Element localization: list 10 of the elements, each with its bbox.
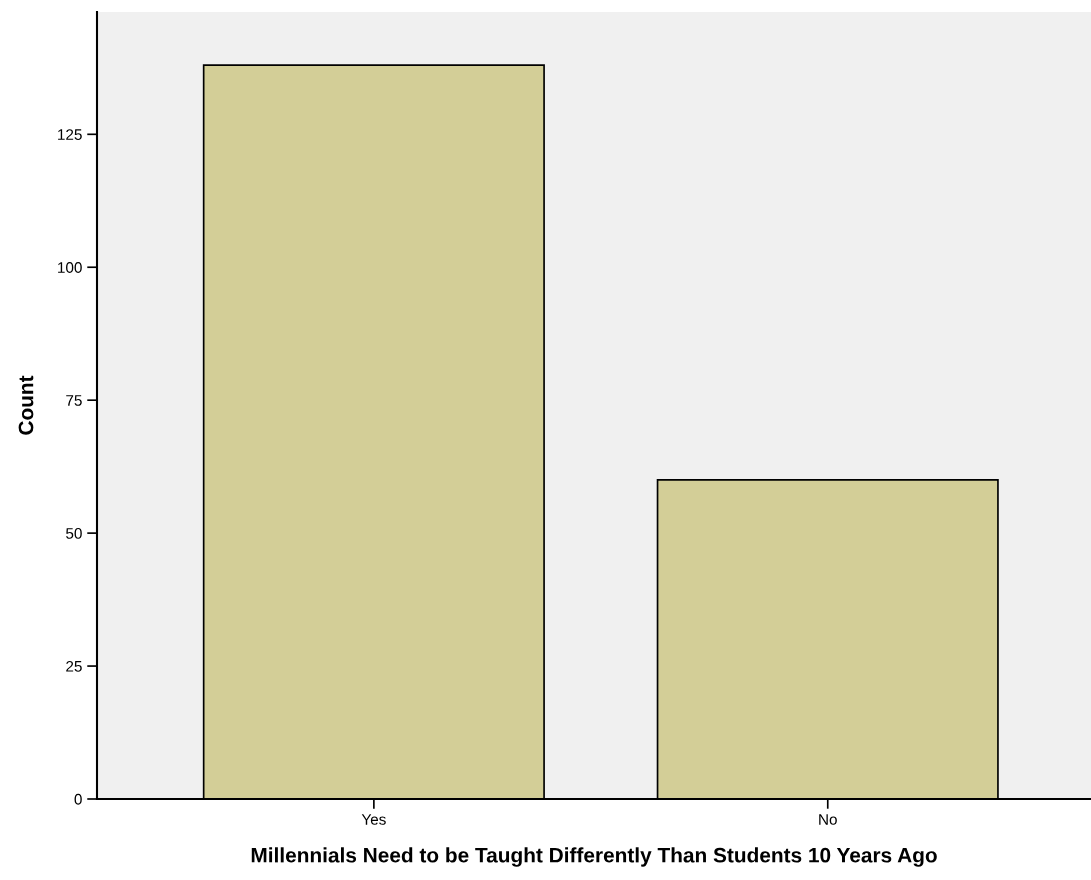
y-axis-title: Count [18,375,34,435]
x-axis-title: Millennials Need to be Taught Differently Than Students 10 Years Ago [251,847,937,867]
y-tick-label: 100 [58,262,82,273]
y-tick-label: 125 [58,129,82,140]
y-tick-label: 75 [66,395,82,406]
x-tick-label: Yes [361,814,386,825]
y-tick-label: 25 [66,660,82,672]
y-tick-label: 0 [74,793,82,805]
y-tick-label: 50 [66,527,82,539]
x-tick-label: No [819,814,837,825]
